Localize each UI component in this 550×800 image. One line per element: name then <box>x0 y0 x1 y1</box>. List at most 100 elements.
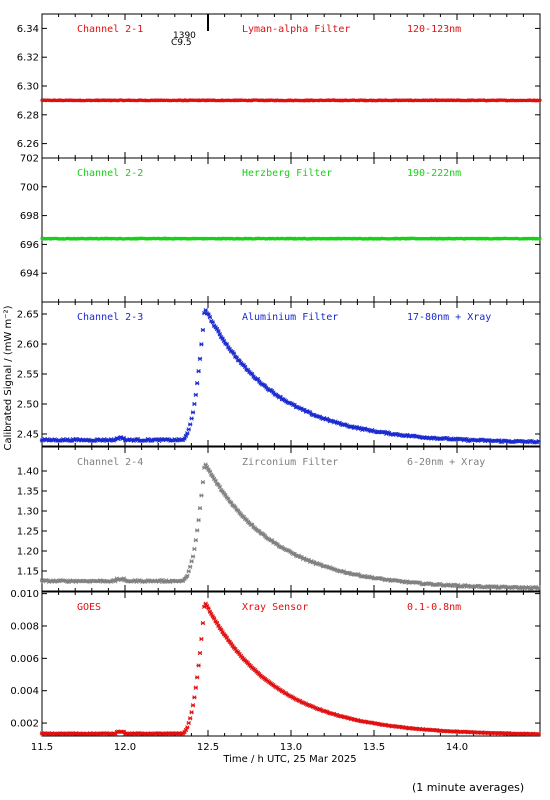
y-tick-label: 2.45 <box>17 430 39 441</box>
panel-5: 0.002 0.004 0.006 0.008 0.010 GOES Xray Sensor… <box>10 589 541 737</box>
data-series <box>39 601 541 737</box>
data-point <box>197 506 203 511</box>
data-point <box>536 585 541 590</box>
data-point <box>200 480 206 485</box>
data-point <box>224 635 229 640</box>
data-point <box>209 611 214 617</box>
data-point <box>189 559 194 564</box>
filter-name: Aluminium Filter <box>242 312 338 323</box>
data-point <box>193 538 198 543</box>
data-point <box>221 338 227 344</box>
x-tick-label: 14.0 <box>446 742 468 753</box>
data-point <box>185 725 190 730</box>
data-point <box>211 616 217 621</box>
data-point <box>199 636 204 642</box>
data-point <box>200 620 206 626</box>
data-point <box>197 650 203 656</box>
data-point <box>538 98 542 102</box>
y-tick-label: 1.35 <box>17 487 39 498</box>
y-tick-label: 6.32 <box>17 53 39 64</box>
y-axis-label: Calibrated Signal / (mW m⁻²) <box>3 305 14 450</box>
data-point <box>204 465 210 470</box>
panel-frame <box>41 13 541 159</box>
band-label: 6-20nm + Xray <box>407 457 485 468</box>
data-point <box>203 462 208 467</box>
y-tick-label: 2.55 <box>17 370 39 381</box>
data-point <box>250 371 255 377</box>
band-label: 17-80nm + Xray <box>407 312 491 323</box>
x-tick-label: 13.5 <box>363 742 385 753</box>
data-point <box>190 703 196 708</box>
data-point <box>195 528 200 533</box>
data-point <box>197 356 203 361</box>
channel-name: Channel 2-2 <box>77 168 143 179</box>
data-point <box>188 716 193 721</box>
channel-name: Channel 2-3 <box>77 312 143 323</box>
data-point <box>183 433 189 439</box>
data-point <box>195 675 200 680</box>
data-point <box>226 496 231 502</box>
flare-class: C9.5 <box>171 38 192 48</box>
data-point <box>231 351 237 356</box>
data-point <box>213 478 218 484</box>
x-tick-label: 11.5 <box>31 742 53 753</box>
panel-frame <box>41 591 541 737</box>
y-tick-label: 0.008 <box>10 621 39 632</box>
data-series <box>40 98 542 103</box>
y-tick-label: 702 <box>20 154 39 165</box>
data-point <box>536 439 541 444</box>
band-label: 120-123nm <box>407 24 461 35</box>
data-series <box>39 462 541 591</box>
y-tick-label: 1.15 <box>17 567 39 578</box>
y-tick-label: 2.60 <box>17 340 39 351</box>
panel-frame <box>41 157 541 303</box>
panel-1: 6.26 6.28 6.30 6.32 6.34 Channel 2-1 Lyman-alp… <box>17 13 542 159</box>
data-point <box>200 327 206 333</box>
y-tick-label: 694 <box>20 269 39 280</box>
y-tick-label: 0.010 <box>10 589 39 600</box>
data-point <box>188 564 193 569</box>
data-point <box>255 377 261 382</box>
data-series <box>40 236 542 241</box>
data-point <box>206 312 211 317</box>
y-tick-label: 1.40 <box>17 467 39 478</box>
y-tick-label: 6.34 <box>17 24 39 35</box>
channel-name: GOES <box>77 602 101 613</box>
y-tick-label: 0.002 <box>10 719 39 730</box>
filter-name: Lyman-alpha Filter <box>242 24 350 35</box>
data-point <box>210 320 215 325</box>
data-point <box>190 410 196 415</box>
data-point <box>188 422 193 427</box>
data-point <box>216 623 221 628</box>
data-point <box>183 727 189 733</box>
data-point <box>206 606 211 611</box>
channel-name: Channel 2-1 <box>77 24 143 35</box>
data-point <box>189 710 194 715</box>
data-point <box>207 609 213 614</box>
data-point <box>199 493 204 498</box>
filter-name: Xray Sensor <box>242 602 308 613</box>
y-tick-label: 1.20 <box>17 547 39 558</box>
data-point <box>192 546 197 552</box>
data-point <box>195 381 200 386</box>
filter-name: Herzberg Filter <box>242 168 332 179</box>
x-axis-label: Time / h UTC, 25 Mar 2025 <box>222 754 356 765</box>
y-tick-label: 2.65 <box>17 310 39 321</box>
data-point <box>185 431 190 436</box>
data-point <box>237 358 242 363</box>
data-point <box>186 427 191 432</box>
data-point <box>192 695 197 700</box>
data-point <box>182 436 187 441</box>
data-point <box>224 342 229 347</box>
data-point <box>196 517 201 523</box>
data-point <box>228 500 234 505</box>
data-point <box>207 469 213 474</box>
flare-start-time: 1390 <box>173 31 196 41</box>
data-point <box>538 236 542 241</box>
averaging-note: (1 minute averages) <box>412 781 525 794</box>
y-tick-label: 6.28 <box>17 110 39 121</box>
panel-2: 694 696 698 700 702 Channel 2-2 Herzberg Filte… <box>20 154 542 303</box>
y-tick-label: 2.50 <box>17 400 39 411</box>
x-tick-label: 12.0 <box>114 742 136 753</box>
